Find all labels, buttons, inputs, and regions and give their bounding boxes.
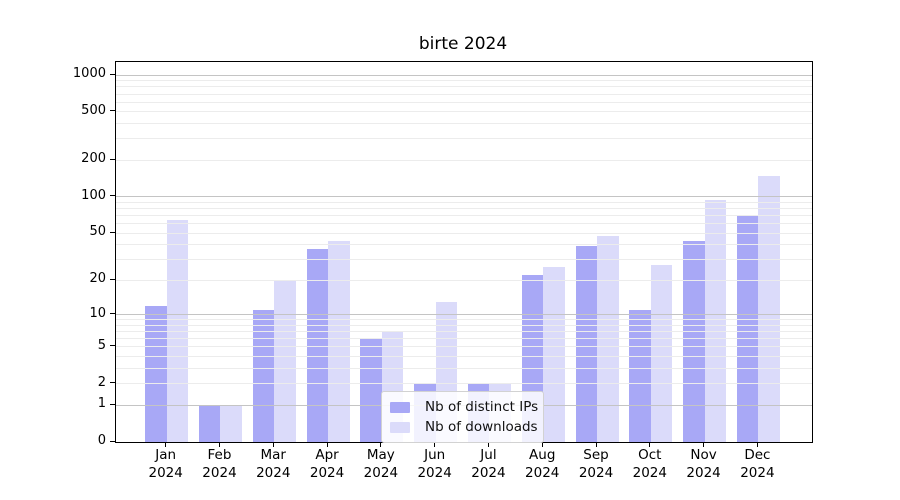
legend-entry-downloads: Nb of downloads [390, 417, 538, 437]
y-tick-mark-2 [110, 382, 115, 384]
bar-distinct-ips-may [360, 338, 382, 442]
y-tick-label-1000: 1000 [72, 66, 106, 82]
x-tick-mark-mar [272, 442, 274, 447]
bar-distinct-ips-feb [198, 405, 221, 442]
legend-label-downloads: Nb of downloads [425, 419, 538, 435]
legend-entry-distinct-ips: Nb of distinct IPs [390, 397, 539, 417]
y-tick-mark-100 [110, 195, 115, 197]
bar-distinct-ips-apr [306, 248, 329, 442]
legend-label-distinct-ips: Nb of distinct IPs [425, 399, 539, 415]
x-tick-label-jun: Jun 2024 [417, 447, 452, 481]
x-tick-label-jul: Jul 2024 [471, 447, 506, 481]
bar-distinct-ips-dec [736, 215, 759, 442]
bar-downloads-sep [597, 236, 619, 442]
x-tick-label-oct: Oct 2024 [632, 447, 667, 481]
x-tick-mark-feb [218, 442, 220, 447]
x-tick-label-dec: Dec 2024 [740, 447, 775, 481]
bar-distinct-ips-jan [145, 305, 167, 442]
bar-distinct-ips-oct [629, 310, 651, 442]
x-tick-mark-nov [703, 442, 705, 447]
bar-downloads-nov [704, 200, 727, 442]
bar-distinct-ips-nov [683, 241, 705, 442]
bar-downloads-jan [166, 219, 189, 442]
y-tick-mark-5 [110, 345, 115, 347]
bar-distinct-ips-mar [252, 310, 275, 442]
y-tick-label-2: 2 [97, 374, 106, 390]
bar-downloads-apr [328, 241, 350, 442]
chart-title: birte 2024 [418, 34, 508, 54]
y-tick-mark-500 [110, 110, 115, 112]
y-tick-label-10: 10 [89, 305, 106, 321]
x-tick-mark-jun [434, 442, 436, 447]
x-tick-mark-jan [165, 442, 167, 447]
x-tick-label-feb: Feb 2024 [202, 447, 237, 481]
x-tick-label-mar: Mar 2024 [256, 447, 291, 481]
y-tick-mark-10 [110, 313, 115, 315]
x-tick-mark-sep [595, 442, 597, 447]
y-tick-label-5: 5 [97, 337, 106, 353]
x-tick-label-apr: Apr 2024 [309, 447, 345, 481]
y-tick-mark-1000 [110, 73, 115, 75]
bar-downloads-feb [220, 405, 242, 442]
y-tick-label-50: 50 [89, 224, 106, 240]
y-tick-label-0: 0 [97, 433, 106, 448]
bar-downloads-aug [543, 266, 565, 442]
y-tick-label-100: 100 [81, 187, 106, 203]
y-tick-mark-20 [110, 278, 115, 280]
x-tick-mark-apr [326, 442, 328, 447]
legend: Nb of distinct IPs Nb of downloads [381, 391, 544, 443]
x-tick-label-jan: Jan 2024 [148, 447, 183, 481]
y-tick-mark-0 [110, 440, 115, 442]
legend-swatch-distinct-ips-icon [390, 401, 410, 413]
y-tick-label-20: 20 [89, 271, 106, 287]
x-tick-mark-aug [541, 442, 543, 447]
y-tick-label-200: 200 [81, 151, 106, 167]
x-tick-mark-oct [649, 442, 651, 447]
x-tick-mark-jul [487, 442, 489, 447]
bar-downloads-mar [274, 280, 296, 442]
bars-layer [116, 62, 812, 442]
legend-swatch-downloads-icon [390, 421, 410, 433]
y-tick-mark-1 [110, 403, 115, 405]
x-tick-label-nov: Nov 2024 [686, 447, 721, 481]
x-tick-mark-dec [756, 442, 758, 447]
x-tick-label-sep: Sep 2024 [578, 447, 614, 481]
y-tick-mark-50 [110, 231, 115, 233]
bar-downloads-oct [650, 265, 673, 442]
x-tick-mark-may [380, 442, 382, 447]
x-tick-label-may: May 2024 [363, 447, 399, 481]
y-tick-label-500: 500 [81, 102, 106, 118]
bar-downloads-dec [758, 175, 780, 442]
x-tick-label-aug: Aug 2024 [525, 447, 560, 481]
y-tick-mark-200 [110, 158, 115, 160]
bar-distinct-ips-sep [575, 246, 598, 442]
y-tick-label-1: 1 [97, 396, 106, 412]
plot-area: Nb of distinct IPs Nb of downloads [115, 61, 813, 443]
